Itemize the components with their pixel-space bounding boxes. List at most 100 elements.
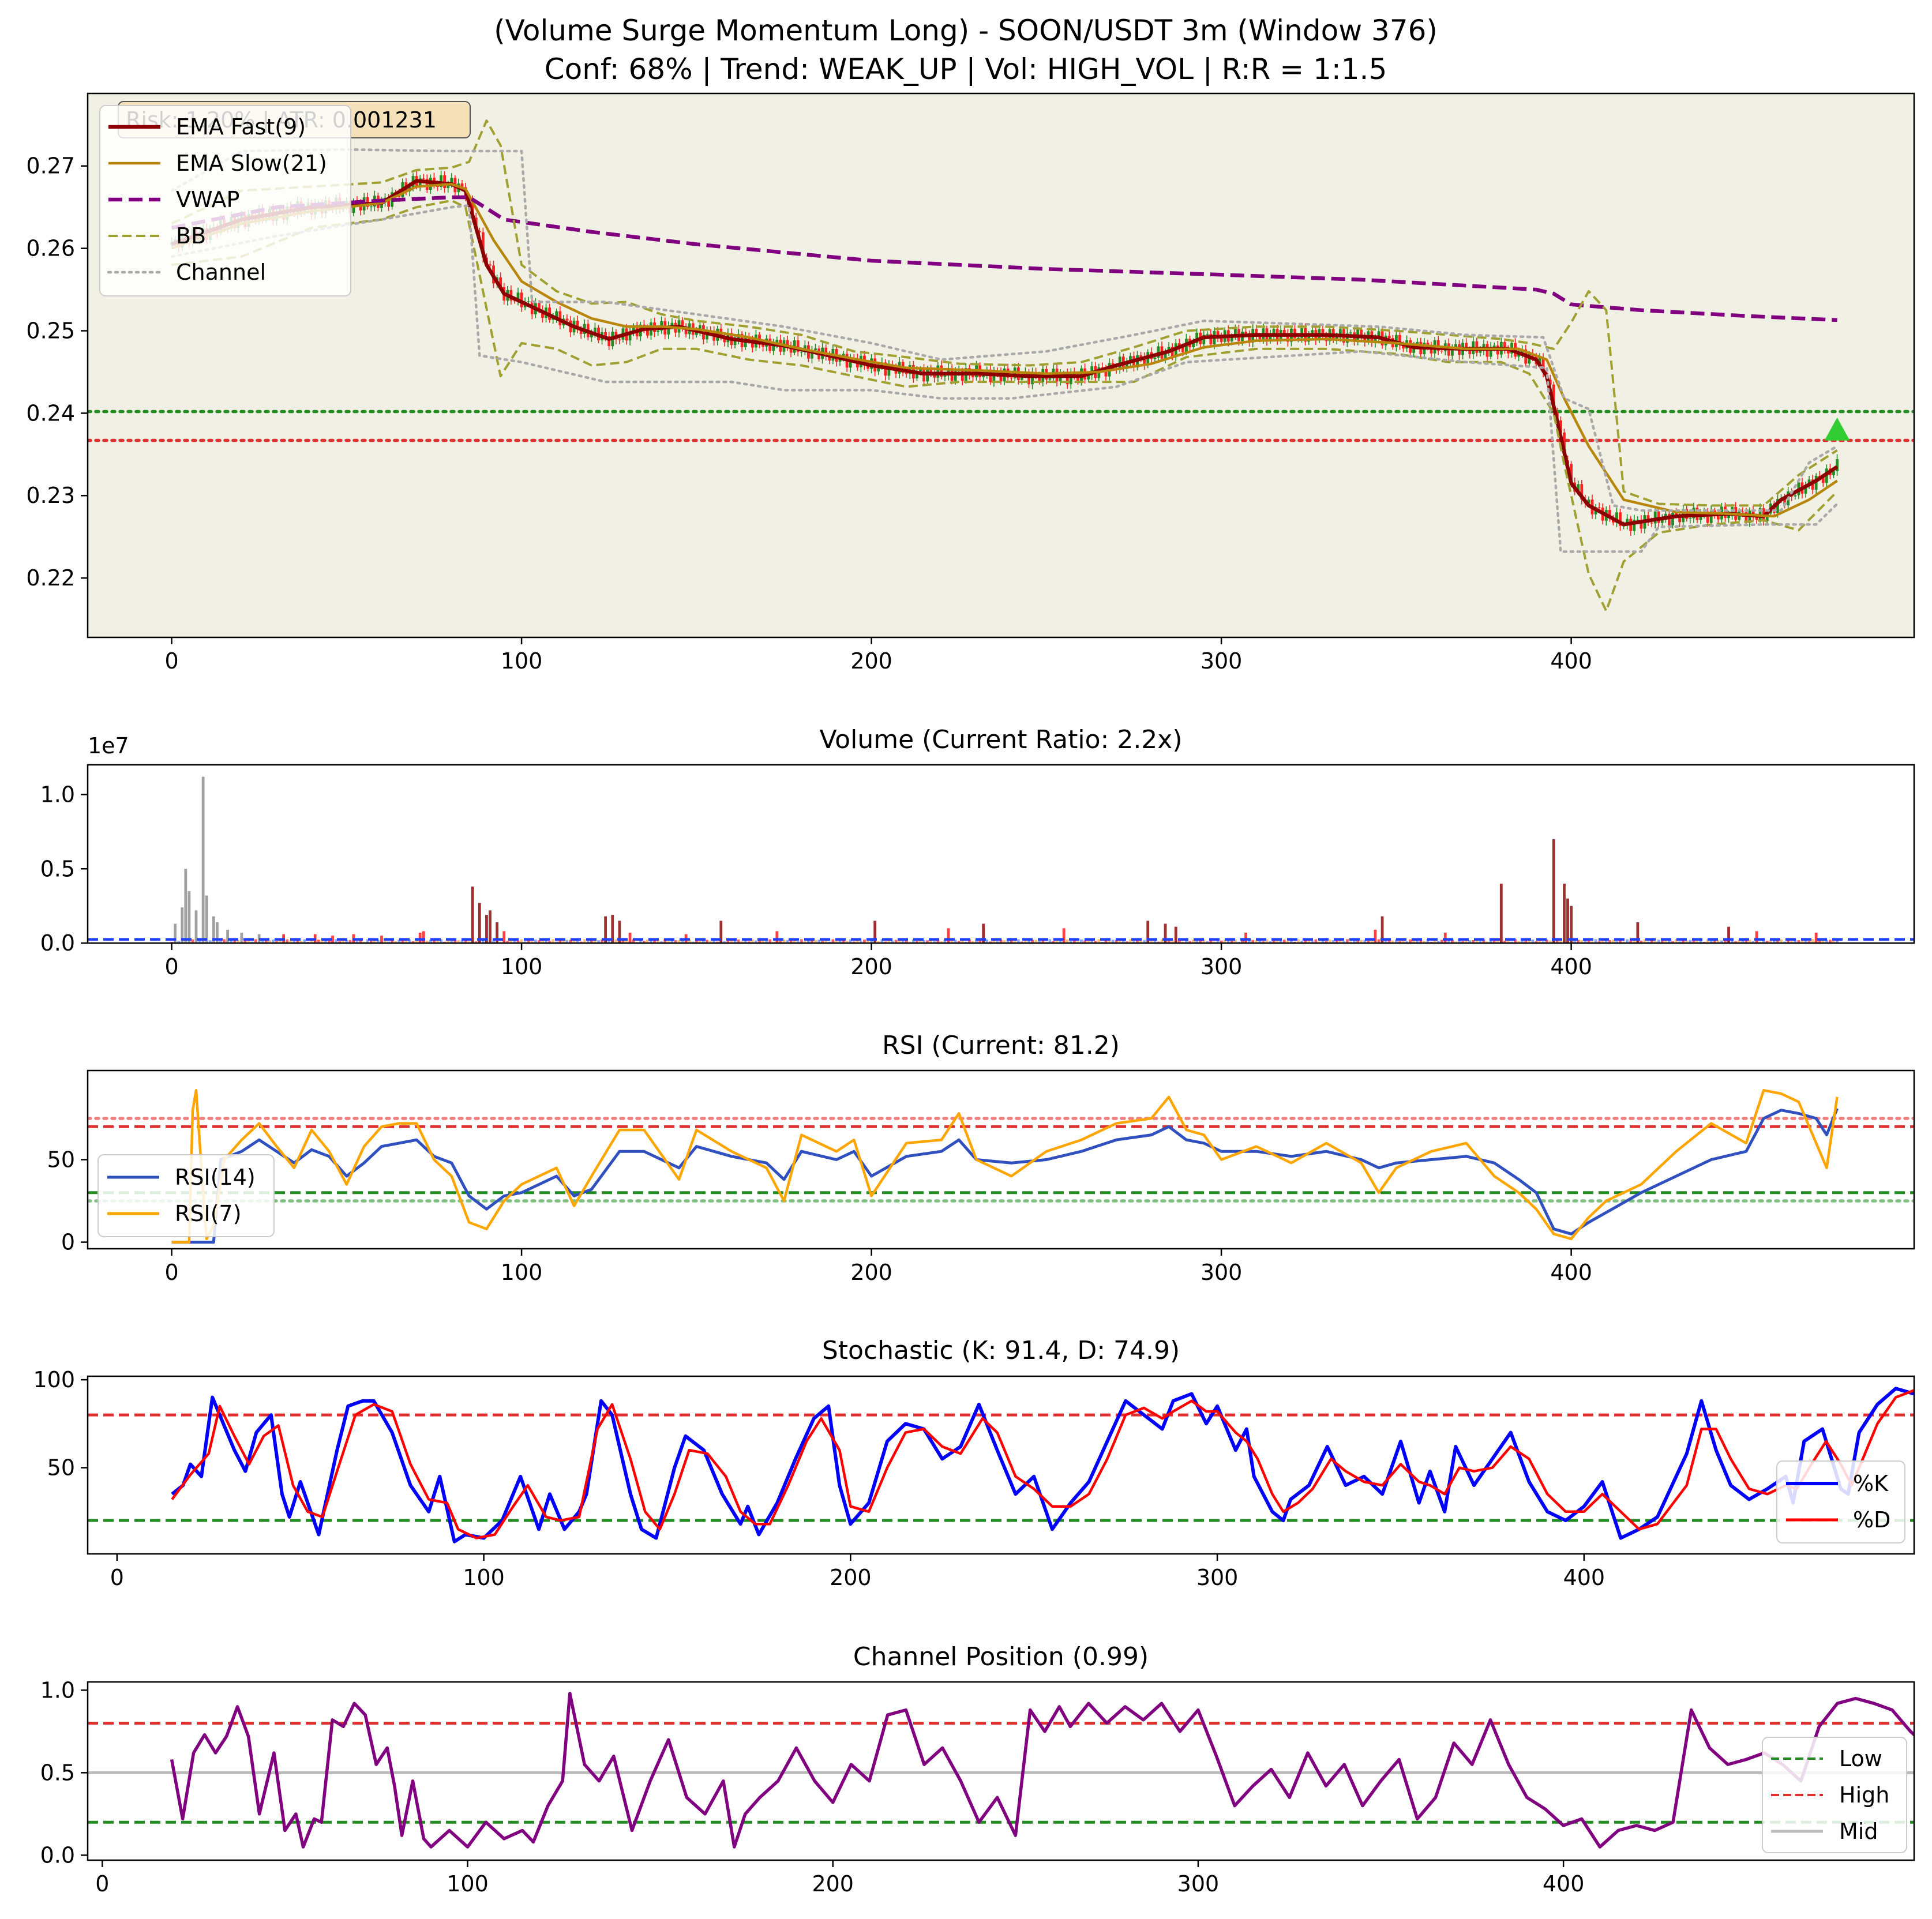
x-tick-label: 300 <box>1201 1260 1243 1285</box>
volume-bar <box>1720 940 1723 943</box>
volume-bar <box>887 939 891 943</box>
volume-bar <box>1027 940 1030 943</box>
legend-d-label: %D <box>1853 1507 1890 1533</box>
volume-bar <box>496 922 499 943</box>
candle-body <box>1244 332 1247 333</box>
volume-bar <box>1436 941 1440 943</box>
volume-bar <box>1188 941 1191 943</box>
volume-bar <box>1440 940 1443 943</box>
volume-bar <box>1633 940 1636 943</box>
volume-bar <box>348 940 352 943</box>
x-tick-label: 100 <box>501 648 543 674</box>
volume-bar <box>338 941 342 943</box>
volume-bar <box>1304 940 1307 943</box>
volume-bar <box>999 939 1003 943</box>
volume-bar <box>538 940 541 943</box>
volume-bar <box>1678 941 1682 943</box>
volume-bar <box>1811 939 1814 943</box>
volume-bar <box>1006 940 1010 943</box>
candle-body <box>1129 356 1132 363</box>
volume-bar <box>1016 939 1020 943</box>
series-line-k <box>171 1387 1914 1544</box>
candle-body <box>1678 515 1682 523</box>
candle-body <box>789 346 793 353</box>
volume-bar <box>296 940 299 943</box>
candle-body <box>919 369 922 371</box>
y-tick-label: 0.27 <box>26 153 75 179</box>
volume-bar <box>1318 941 1321 943</box>
x-tick-label: 400 <box>1563 1565 1605 1590</box>
volume-bar <box>1555 940 1559 943</box>
volume-bar <box>985 939 989 943</box>
volume-bar <box>1531 939 1535 943</box>
candle-body <box>590 333 593 337</box>
volume-bar <box>1524 940 1528 943</box>
volume-panel: Volume (Current Ratio: 2.2x) 1e7 0 100 200… <box>40 725 1915 979</box>
volume-bar <box>1405 941 1408 943</box>
volume-bar <box>1233 939 1237 943</box>
volume-bar <box>936 939 940 943</box>
volume-bar <box>1121 939 1125 943</box>
volume-bar <box>450 941 453 943</box>
volume-bar <box>1244 932 1247 943</box>
volume-bar <box>842 940 845 943</box>
volume-bar <box>873 921 877 943</box>
volume-bar <box>261 939 264 943</box>
volume-bar <box>226 929 230 943</box>
volume-bar <box>1541 941 1545 943</box>
volume-bar <box>530 941 534 943</box>
candle-body <box>1286 333 1289 342</box>
volume-bar <box>1489 939 1492 943</box>
candle-body <box>968 368 971 375</box>
volume-bar <box>919 940 922 943</box>
candle-body <box>1412 347 1416 353</box>
volume-bar <box>639 939 642 943</box>
x-tick-label: 0 <box>95 1871 109 1897</box>
volume-bar <box>216 922 219 943</box>
volume-bar <box>1426 939 1430 943</box>
candle-body <box>733 339 737 346</box>
volume-bar <box>706 940 708 943</box>
volume-bar <box>786 940 789 943</box>
x-tick-label: 0 <box>164 1260 178 1285</box>
volume-bar <box>1587 939 1590 943</box>
candle-body <box>632 326 635 333</box>
volume-bar <box>1797 940 1800 943</box>
volume-bar <box>1814 932 1818 943</box>
volume-bar <box>1479 941 1482 943</box>
volume-bar <box>625 940 628 943</box>
volume-bar <box>1836 939 1839 943</box>
volume-bar <box>1342 941 1345 943</box>
candle-body <box>1650 522 1653 524</box>
volume-bar <box>901 940 905 943</box>
stochastic-panel: Stochastic (K: 91.4, D: 74.9) 0 100 200 300… <box>33 1336 1915 1590</box>
volume-bar <box>1668 939 1671 943</box>
volume-bar <box>604 916 607 943</box>
candle-body <box>1220 337 1223 342</box>
volume-bar <box>1136 939 1139 943</box>
volume-bar <box>467 941 471 943</box>
volume-bar <box>1664 940 1667 943</box>
volume-bar <box>817 939 821 943</box>
volume-bar <box>1297 939 1300 943</box>
volume-bar <box>380 936 383 943</box>
volume-bar <box>621 940 625 943</box>
volume-bar <box>1604 940 1608 943</box>
volume-bar <box>789 940 793 943</box>
volume-bar <box>359 939 362 943</box>
volume-bar <box>712 939 716 943</box>
volume-bar <box>803 941 806 943</box>
volume-bar <box>933 941 936 943</box>
volume-bar <box>481 940 485 943</box>
volume-bar <box>1409 939 1412 943</box>
volume-bar <box>1080 939 1083 943</box>
volume-bar <box>1521 939 1524 943</box>
candle-body <box>1307 333 1311 342</box>
volume-bar <box>1503 940 1506 943</box>
candle-body <box>1349 332 1352 334</box>
volume-bar <box>747 941 751 943</box>
volume-bar <box>1052 941 1055 943</box>
volume-bar <box>1003 940 1006 943</box>
volume-bar <box>1199 940 1202 943</box>
candle-body <box>1230 336 1233 342</box>
